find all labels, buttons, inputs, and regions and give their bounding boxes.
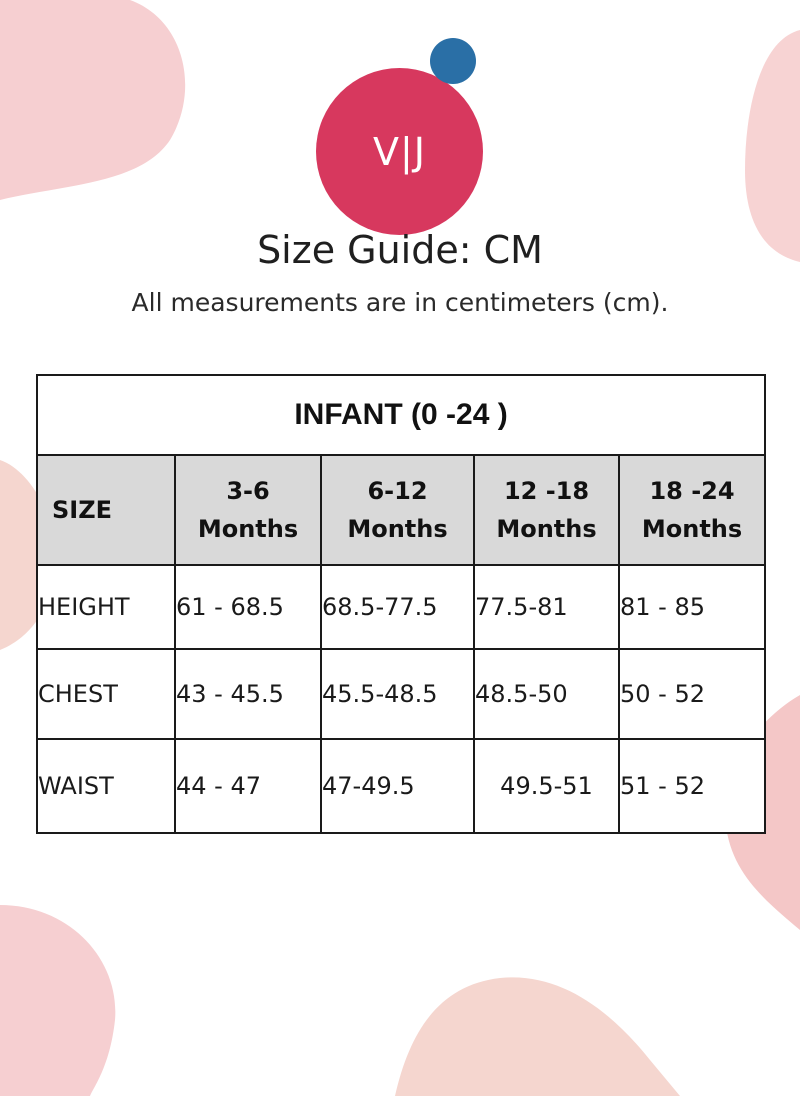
- table-cell: 47-49.5: [320, 738, 475, 834]
- table-header-row: SIZE 3-6 Months 6-12 Months 12 -18 Months 1…: [36, 454, 767, 566]
- column-header-3-6: 3-6 Months: [174, 454, 322, 566]
- table-row-waist: WAIST 44 - 47 47-49.5 49.5-51 51 - 52: [36, 738, 767, 834]
- row-label: HEIGHT: [36, 564, 176, 650]
- blob-bottom-left: [0, 905, 116, 1096]
- column-header-6-12: 6-12 Months: [320, 454, 475, 566]
- table-cell: 77.5-81: [473, 564, 620, 650]
- logo-dot-icon: [430, 38, 476, 84]
- table-cell: 68.5-77.5: [320, 564, 475, 650]
- blob-bottom-center: [395, 977, 680, 1096]
- page-title: Size Guide: CM: [257, 228, 543, 272]
- blob-top-left: [0, 0, 186, 200]
- table-cell: 61 - 68.5: [174, 564, 322, 650]
- table-cell: 45.5-48.5: [320, 648, 475, 740]
- column-header-18-24: 18 -24 Months: [617, 454, 767, 566]
- size-chart-table: INFANT (0 -24 ) SIZE 3-6 Months 6-12 Month…: [35, 374, 767, 834]
- table-caption-row: INFANT (0 -24 ): [35, 374, 767, 456]
- brand-logo: V|J: [316, 38, 484, 235]
- table-cell: 48.5-50: [473, 648, 620, 740]
- table-row-chest: CHEST 43 - 45.5 45.5-48.5 48.5-50 50 - 5…: [36, 648, 767, 740]
- table-row-height: HEIGHT 61 - 68.5 68.5-77.5 77.5-81 81 - …: [36, 564, 767, 650]
- table-cell: 44 - 47: [174, 738, 322, 834]
- row-label: CHEST: [36, 648, 176, 740]
- table-cell: 81 - 85: [617, 564, 767, 650]
- blob-top-right: [745, 30, 800, 262]
- logo-text: V|J: [372, 129, 426, 174]
- column-header-size: SIZE: [36, 454, 176, 566]
- table-cell: 49.5-51: [473, 738, 620, 834]
- logo-circle: V|J: [316, 68, 483, 235]
- column-header-12-18: 12 -18 Months: [473, 454, 620, 566]
- table-cell: 51 - 52: [617, 738, 767, 834]
- table-cell: 50 - 52: [617, 648, 767, 740]
- table-cell: 43 - 45.5: [174, 648, 322, 740]
- row-label: WAIST: [36, 738, 176, 834]
- table-caption: INFANT (0 -24 ): [35, 374, 767, 456]
- page-subtitle: All measurements are in centimeters (cm)…: [131, 288, 669, 317]
